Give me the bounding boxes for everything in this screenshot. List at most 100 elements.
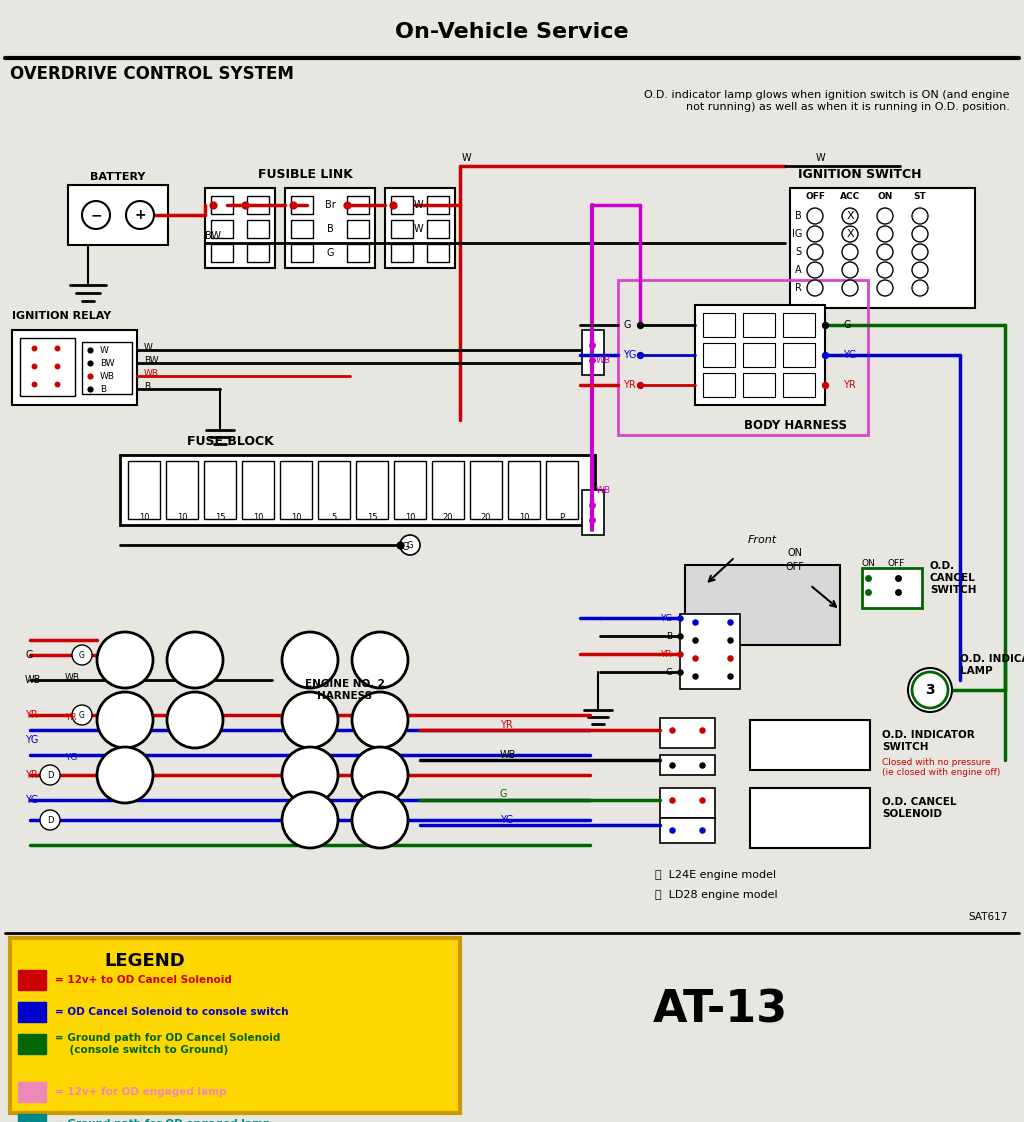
Circle shape <box>167 692 223 748</box>
Circle shape <box>97 747 153 803</box>
Bar <box>211 220 233 238</box>
Bar <box>703 373 735 397</box>
Text: G: G <box>665 668 672 677</box>
Text: O.D. INDICATOR
LAMP: O.D. INDICATOR LAMP <box>961 654 1024 675</box>
Circle shape <box>912 263 928 278</box>
Point <box>26 375 42 393</box>
Point <box>694 791 711 809</box>
Point <box>82 341 98 359</box>
Circle shape <box>842 280 858 296</box>
Bar <box>347 243 369 263</box>
Text: YR: YR <box>500 720 513 730</box>
Text: AT-13: AT-13 <box>652 988 787 1031</box>
Text: YR: YR <box>660 650 672 659</box>
Point <box>672 627 688 645</box>
Bar <box>750 720 870 770</box>
Point <box>49 375 66 393</box>
Text: G: G <box>407 541 414 550</box>
Text: 10: 10 <box>519 513 529 522</box>
Point <box>49 339 66 357</box>
Point <box>632 316 648 334</box>
Text: BW: BW <box>144 356 159 365</box>
Point <box>722 666 738 684</box>
Bar <box>685 565 840 645</box>
Circle shape <box>908 668 952 712</box>
Text: = Ground path for OD Cancel Solenoid
    (console switch to Ground): = Ground path for OD Cancel Solenoid (co… <box>55 1033 281 1055</box>
Text: Closed with no pressure
(ie closed with engine off): Closed with no pressure (ie closed with … <box>882 758 1000 778</box>
Bar <box>285 188 375 268</box>
Circle shape <box>807 226 823 242</box>
Circle shape <box>842 243 858 260</box>
Bar <box>291 220 313 238</box>
Circle shape <box>912 243 928 260</box>
Circle shape <box>912 208 928 224</box>
Text: BATTERY: BATTERY <box>90 172 145 182</box>
Text: B: B <box>796 211 802 221</box>
Point <box>687 649 703 666</box>
Text: −: − <box>90 208 101 222</box>
Point <box>890 569 906 587</box>
Point <box>817 316 834 334</box>
Bar <box>391 220 413 238</box>
Text: Br: Br <box>325 200 336 210</box>
Text: BW: BW <box>100 359 115 368</box>
Bar <box>12 330 137 405</box>
Bar <box>247 243 269 263</box>
Text: OFF: OFF <box>785 562 805 572</box>
Text: WB: WB <box>144 368 159 377</box>
Point <box>584 511 600 528</box>
Text: IG: IG <box>792 229 802 239</box>
Text: LEGEND: LEGEND <box>104 951 185 971</box>
Bar <box>385 188 455 268</box>
Text: P: P <box>559 513 564 522</box>
Text: 10: 10 <box>138 513 150 522</box>
Bar <box>703 313 735 337</box>
Bar <box>618 280 868 435</box>
Text: G: G <box>402 542 410 552</box>
Bar <box>20 338 75 396</box>
Text: YR: YR <box>25 770 38 780</box>
Text: ON: ON <box>878 192 893 201</box>
Text: OFF: OFF <box>887 559 904 568</box>
Bar <box>703 343 735 367</box>
Text: G: G <box>25 650 33 660</box>
Circle shape <box>877 243 893 260</box>
Text: IGNITION RELAY: IGNITION RELAY <box>12 311 112 321</box>
Text: W: W <box>414 224 423 234</box>
Text: O.D.
CANCEL
SWITCH: O.D. CANCEL SWITCH <box>930 561 977 595</box>
Point <box>392 536 409 554</box>
Text: YG: YG <box>65 753 78 762</box>
Bar <box>783 343 815 367</box>
Bar <box>391 243 413 263</box>
Text: A: A <box>796 265 802 275</box>
Bar <box>546 461 578 519</box>
Text: YG: YG <box>25 735 38 745</box>
Point <box>817 376 834 394</box>
Text: ON: ON <box>787 548 803 558</box>
Bar <box>582 330 604 375</box>
Text: 10: 10 <box>291 513 301 522</box>
Text: G: G <box>623 320 631 330</box>
Text: X: X <box>846 211 854 221</box>
Text: D: D <box>47 816 53 825</box>
Circle shape <box>352 747 408 803</box>
Circle shape <box>842 226 858 242</box>
Bar <box>280 461 312 519</box>
Point <box>672 609 688 627</box>
Text: YG: YG <box>500 815 513 825</box>
Text: 5: 5 <box>332 513 337 522</box>
Circle shape <box>912 226 928 242</box>
Text: ON: ON <box>862 559 876 568</box>
Point <box>584 496 600 514</box>
Text: IGNITION SWITCH: IGNITION SWITCH <box>799 167 922 181</box>
Text: 20: 20 <box>442 513 454 522</box>
Text: YG: YG <box>623 350 636 360</box>
Text: OFF: OFF <box>805 192 825 201</box>
Bar <box>508 461 540 519</box>
Point <box>632 376 648 394</box>
Point <box>82 367 98 385</box>
Point <box>664 791 680 809</box>
Circle shape <box>877 280 893 296</box>
Bar <box>695 305 825 405</box>
Bar <box>743 313 775 337</box>
